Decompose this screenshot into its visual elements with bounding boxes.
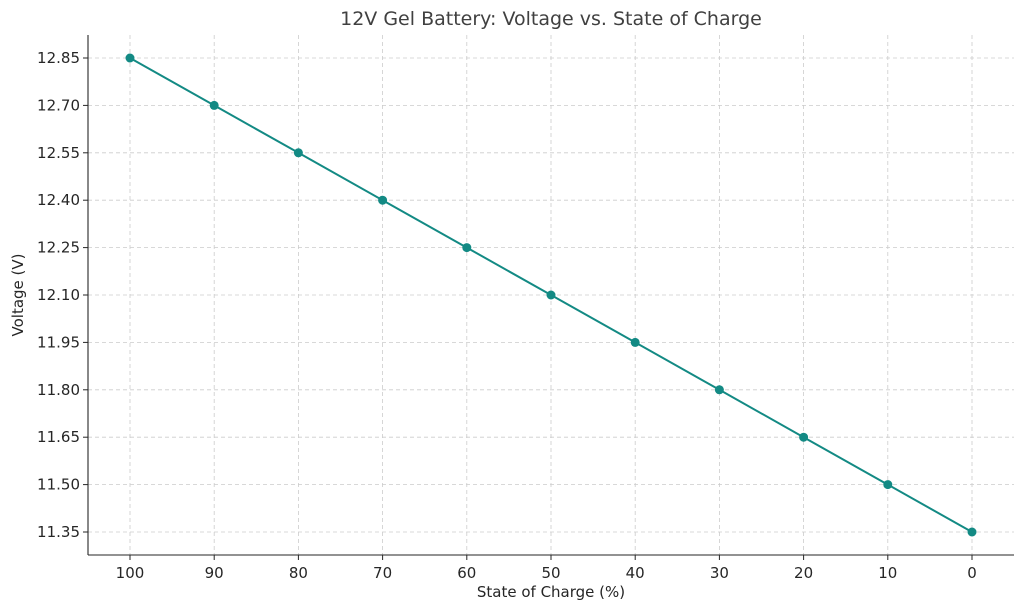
y-tick-label: 12.25 [37,239,80,257]
x-tick-label: 0 [967,564,977,582]
x-tick-label: 70 [373,564,392,582]
x-tick-label: 10 [878,564,897,582]
y-tick-label: 12.70 [37,96,80,114]
x-tick-label: 20 [794,564,813,582]
data-point [378,195,388,205]
y-tick-label: 12.55 [37,144,80,162]
data-point [293,148,303,158]
data-point [967,527,977,537]
axis-layer: 100 90 80 70 60 50 40 30 20 10 011.3511.5011.6511.… [37,35,1014,582]
y-tick-label: 11.35 [37,523,80,541]
y-tick-label: 11.95 [37,333,80,351]
x-tick-label: 60 [457,564,476,582]
series-layer [125,53,977,537]
data-point [630,337,640,347]
x-tick-label: 40 [626,564,645,582]
y-tick-label: 11.80 [37,381,80,399]
x-tick-label: 50 [541,564,560,582]
data-point [462,243,472,253]
x-tick-label: 80 [289,564,308,582]
y-tick-label: 11.65 [37,428,80,446]
y-tick-label: 12.85 [37,49,80,67]
data-point [546,290,556,300]
chart-title: 12V Gel Battery: Voltage vs. State of Ch… [340,8,762,30]
data-point [799,432,809,442]
data-point [714,385,724,395]
data-point [209,100,219,110]
x-tick-label: 90 [205,564,224,582]
data-point [125,53,135,63]
x-tick-label: 100 [116,564,145,582]
y-tick-label: 11.50 [37,476,80,494]
y-tick-label: 12.40 [37,191,80,209]
x-axis-label: State of Charge (%) [477,583,625,601]
y-tick-label: 12.10 [37,286,80,304]
y-axis-label: Voltage (V) [9,254,27,337]
data-point [883,480,893,490]
x-tick-label: 30 [710,564,729,582]
